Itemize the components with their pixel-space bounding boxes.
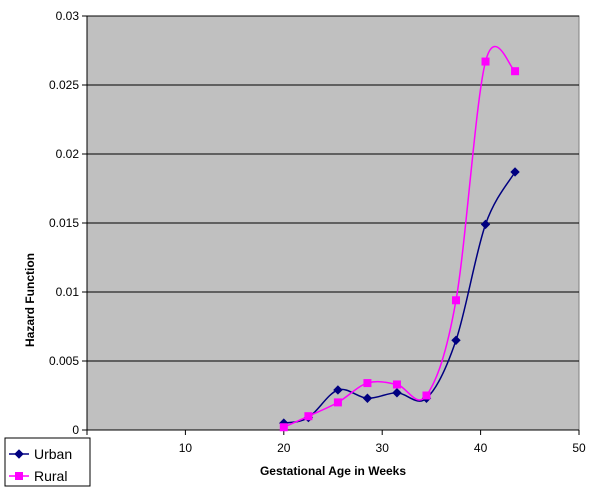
y-tick-label: 0.01 [56,285,80,299]
data-point-rural [481,57,490,66]
data-point-rural [422,391,431,400]
y-tick-labels: 0 0.005 0.01 0.015 0.02 0.025 0.03 [49,9,79,437]
x-tick-label: 30 [376,441,390,455]
legend-items: Urban Rural [9,446,72,484]
legend: Urban Rural [4,437,91,487]
x-tick-labels: 01020304050 [84,441,586,455]
data-point-urban [480,219,491,230]
series-layer [279,45,520,432]
y-tick-label: 0 [72,423,79,437]
x-tick-label: 20 [277,441,291,455]
legend-marker-urban [14,449,24,459]
series-rural [279,45,520,432]
data-point-urban [362,393,373,403]
x-tick-label: 40 [474,441,488,455]
data-point-rural [511,67,520,76]
data-point-rural [279,423,288,432]
x-axis-title: Gestational Age in Weeks [260,464,406,478]
data-point-rural [363,379,372,388]
legend-item-rural: Rural [9,468,67,484]
axes [82,15,580,435]
y-tick-label: 0.015 [49,216,79,230]
legend-label: Urban [34,446,72,462]
data-point-rural [452,296,460,305]
data-point-rural [333,398,342,407]
data-point-urban [333,385,343,395]
legend-item-urban: Urban [9,446,72,462]
y-axis-title: Hazard Function [23,253,37,347]
data-point-rural [304,412,313,421]
legend-label: Rural [34,468,67,484]
y-tick-label: 0.03 [56,9,80,23]
x-tick-label: 50 [572,441,586,455]
data-point-urban [392,388,402,398]
y-tick-label: 0.02 [56,147,80,161]
x-tick-label: 10 [179,441,193,455]
data-point-urban [510,167,520,177]
series-line-rural [283,45,516,428]
y-tick-label: 0.025 [49,78,79,92]
data-point-rural [392,380,401,389]
gridlines [87,15,579,362]
data-point-urban [451,335,461,346]
y-tick-label: 0.005 [49,354,79,368]
legend-marker-rural [15,472,23,480]
